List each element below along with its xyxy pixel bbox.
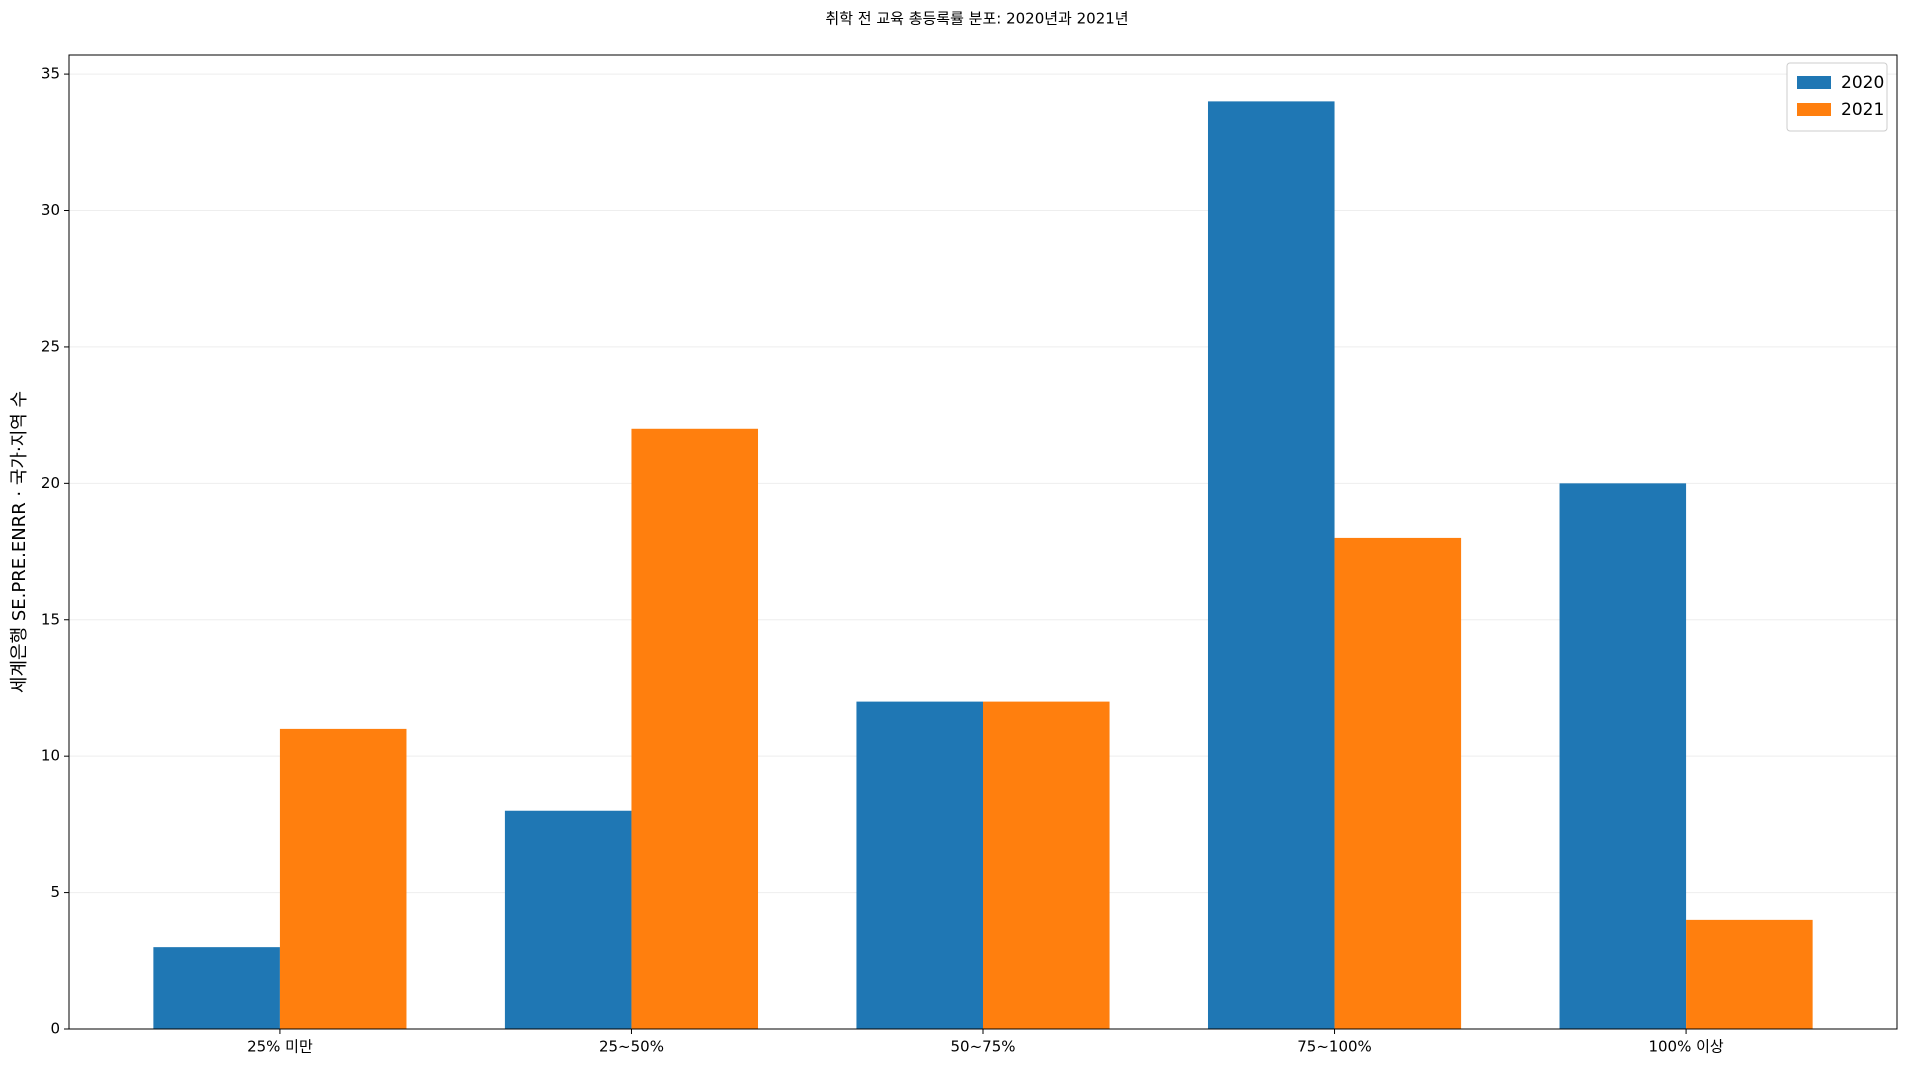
legend-label: 2021 bbox=[1841, 100, 1884, 120]
x-tick-label: 100% 이상 bbox=[1648, 1038, 1723, 1056]
y-tick-label: 35 bbox=[41, 65, 60, 83]
x-tick-label: 25% 미만 bbox=[247, 1038, 313, 1056]
bar bbox=[856, 701, 983, 1029]
y-tick-label: 20 bbox=[41, 474, 60, 492]
y-tick-label: 25 bbox=[41, 337, 60, 355]
legend-label: 2020 bbox=[1841, 73, 1884, 93]
bar bbox=[631, 428, 759, 1030]
x-tick-label: 50~75% bbox=[951, 1038, 1016, 1056]
bar bbox=[983, 701, 1110, 1029]
y-tick-label: 0 bbox=[50, 1020, 60, 1038]
bar bbox=[1686, 919, 1813, 1029]
chart-title: 취학 전 교육 총등록률 분포: 2020년과 2021년 bbox=[825, 10, 1128, 28]
plot-frame bbox=[68, 54, 1898, 1030]
bar bbox=[504, 810, 632, 1029]
y-tick-label: 15 bbox=[41, 610, 60, 628]
y-tick-label: 10 bbox=[41, 747, 60, 765]
x-tick-label: 75~100% bbox=[1297, 1038, 1372, 1056]
bar bbox=[1334, 537, 1462, 1029]
bar bbox=[1207, 101, 1335, 1029]
bar bbox=[1559, 483, 1687, 1029]
y-tick-label: 5 bbox=[50, 883, 60, 901]
y-axis-label: 세계은행 SE.PRE.ENRR · 국가·지역 수 bbox=[9, 391, 30, 693]
x-tick-label: 25~50% bbox=[599, 1038, 664, 1056]
bar bbox=[153, 947, 280, 1029]
y-tick-label: 30 bbox=[41, 201, 60, 219]
bar bbox=[279, 728, 407, 1029]
legend-swatch bbox=[1797, 103, 1831, 116]
legend-swatch bbox=[1797, 76, 1831, 89]
